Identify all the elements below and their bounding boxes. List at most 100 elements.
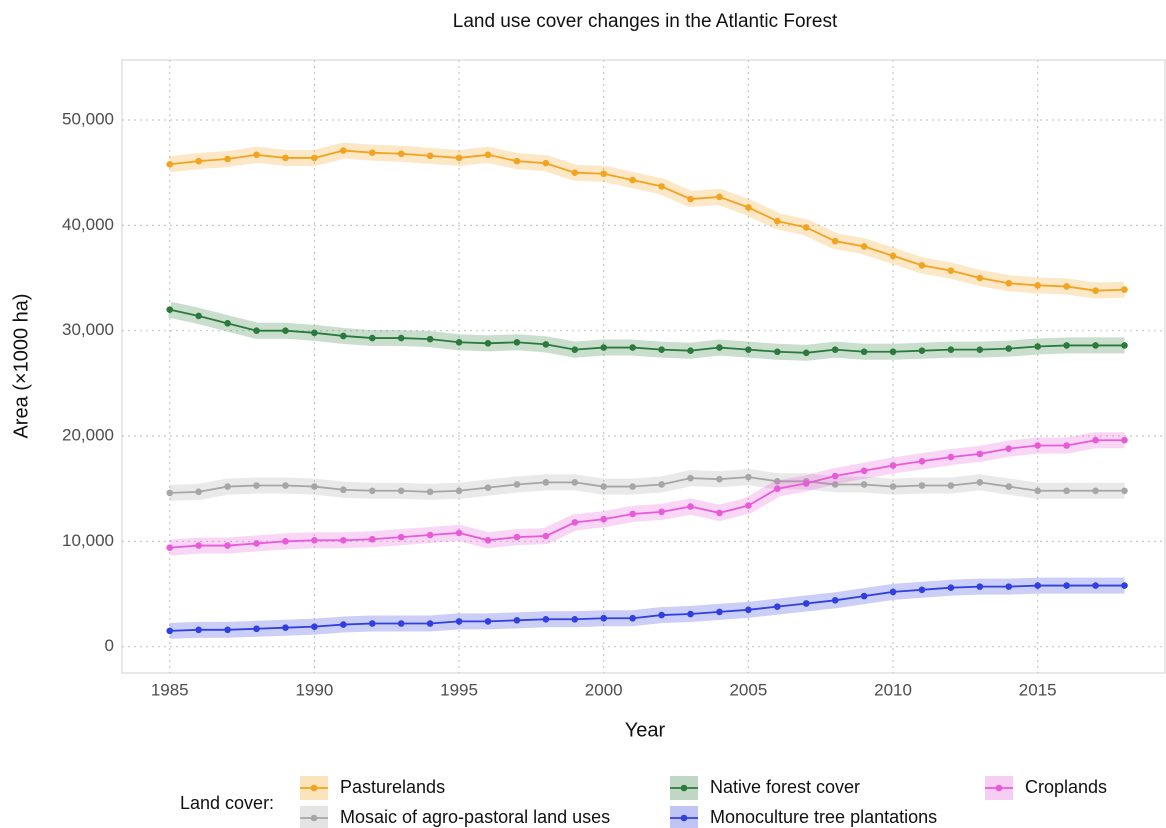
y-axis-title: Area (×1000 ha) [10, 293, 32, 438]
series-line [169, 308, 1125, 354]
data-point [918, 457, 926, 465]
data-point [976, 450, 984, 458]
data-point [426, 488, 434, 496]
data-point [831, 346, 839, 353]
data-point [571, 519, 579, 526]
data-point [571, 615, 579, 623]
data-point [918, 262, 926, 269]
data-point [542, 479, 550, 486]
data-point [860, 243, 868, 250]
data-point [716, 608, 723, 616]
data-point [1092, 436, 1099, 444]
data-point [484, 151, 492, 159]
data-point [368, 149, 376, 156]
data-point [224, 155, 231, 163]
data-point [542, 159, 550, 167]
data-point [802, 480, 810, 487]
data-point [513, 617, 521, 624]
data-point [397, 533, 405, 541]
legend-key-point [680, 814, 688, 822]
data-point [1034, 282, 1041, 289]
data-point [368, 487, 376, 495]
data-point [224, 483, 231, 490]
data-point [397, 620, 405, 627]
data-point [1121, 286, 1128, 293]
data-point [658, 508, 665, 516]
data-point [600, 614, 608, 622]
data-point [455, 338, 463, 346]
data-point [368, 334, 376, 342]
data-point [571, 169, 579, 176]
data-point [658, 481, 665, 488]
data-point [166, 306, 174, 313]
data-point [253, 540, 260, 547]
y-tick-label: 10,000 [62, 531, 114, 550]
data-point [542, 615, 550, 623]
legend-title: Land cover: [180, 793, 274, 813]
data-point [484, 484, 492, 491]
data-point [716, 475, 723, 483]
data-point [745, 606, 752, 614]
data-point [426, 335, 434, 343]
data-point [802, 600, 810, 607]
data-point [629, 176, 636, 184]
data-point [282, 327, 289, 334]
data-point [455, 487, 463, 495]
data-point [889, 252, 897, 260]
chart-title: Land use cover changes in the Atlantic F… [453, 11, 838, 32]
data-point [1034, 487, 1041, 495]
data-point [484, 536, 492, 544]
data-point [860, 592, 868, 600]
series-band [168, 142, 1125, 299]
data-point [774, 478, 781, 485]
data-point [311, 536, 318, 544]
legend-label: Mosaic of agro-pastoral land uses [340, 807, 610, 827]
data-point [918, 482, 926, 489]
data-point [918, 586, 926, 594]
data-point [253, 327, 260, 334]
y-tick-label: 30,000 [62, 320, 114, 339]
data-point [1121, 436, 1128, 444]
legend-label: Croplands [1025, 777, 1107, 797]
data-point [224, 542, 231, 549]
data-point [889, 588, 897, 596]
data-point [282, 482, 289, 489]
data-point [1005, 279, 1013, 287]
data-point [513, 338, 521, 346]
data-point [542, 532, 550, 540]
data-point [1063, 442, 1070, 449]
data-point [629, 614, 636, 622]
data-point [745, 346, 752, 353]
data-point [629, 510, 636, 518]
data-point [1121, 342, 1128, 349]
data-point [397, 150, 405, 158]
data-point [166, 544, 174, 551]
series-line [169, 439, 1125, 549]
y-tick-label: 0 [105, 636, 114, 655]
legend-key-point [310, 784, 318, 792]
data-point [716, 344, 723, 351]
data-point [774, 603, 781, 610]
y-tick-label: 20,000 [62, 425, 114, 444]
data-point [513, 157, 521, 165]
data-point [1005, 483, 1013, 490]
data-point [860, 481, 868, 488]
data-point [340, 147, 347, 154]
series-line [169, 149, 1125, 292]
data-point [860, 348, 868, 356]
data-point [340, 536, 347, 544]
data-point [166, 627, 174, 635]
data-point [947, 267, 955, 274]
x-tick-label: 1985 [151, 680, 189, 699]
x-axis-title: Year [625, 719, 666, 741]
data-point [311, 329, 318, 337]
series-line [169, 584, 1125, 632]
data-point [368, 535, 376, 543]
data-point [224, 320, 231, 327]
data-point [1034, 442, 1041, 449]
data-point [889, 348, 897, 356]
data-point [860, 467, 868, 475]
legend-label: Pasturelands [340, 777, 445, 797]
data-point [1005, 583, 1013, 590]
data-point [195, 542, 202, 549]
